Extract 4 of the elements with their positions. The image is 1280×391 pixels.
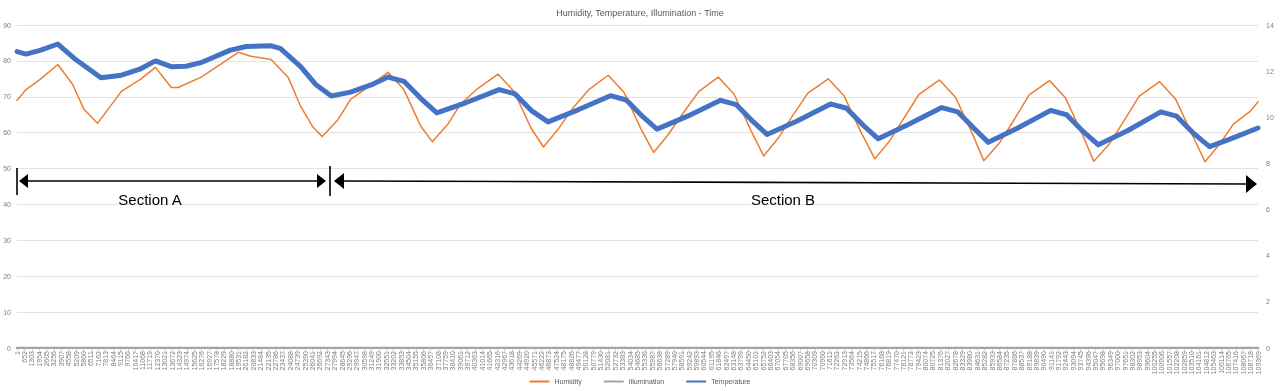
line-series bbox=[16, 51, 1259, 163]
annotation: Section A bbox=[118, 191, 182, 208]
annotation: Section B bbox=[750, 191, 816, 208]
chart-title: Humidity, Temperature, Illumination - Time bbox=[556, 7, 724, 18]
